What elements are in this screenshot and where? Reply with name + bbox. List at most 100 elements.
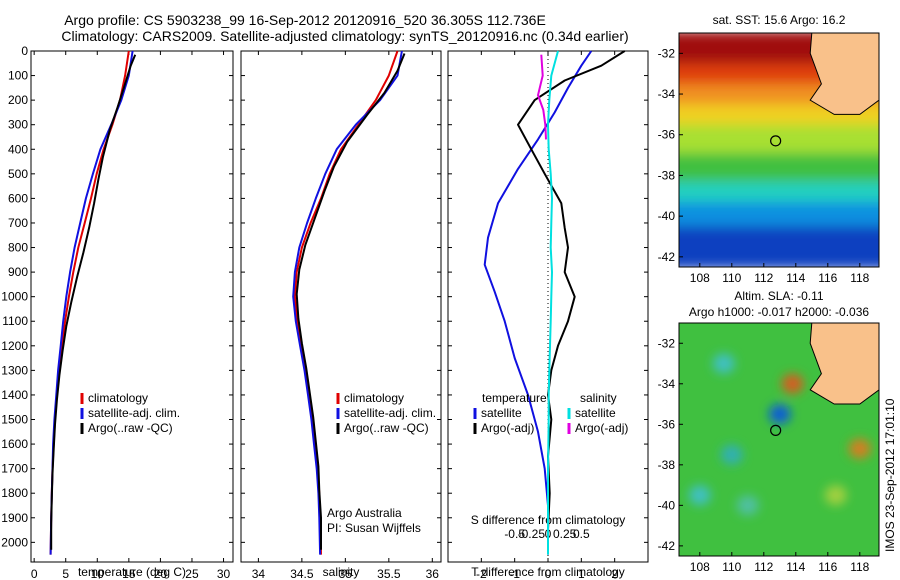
map-frame	[678, 322, 880, 557]
salinity-profile-panel: 34 34.5 35 35.5 36 salinity climatologysatelli…	[240, 50, 442, 580]
sst-band	[679, 226, 879, 267]
argo-position-marker	[770, 424, 782, 436]
legend-label: satellite-adj. clim.	[344, 406, 436, 420]
x-tick-label: 112	[754, 271, 773, 285]
legend-label: Argo(..raw -QC)	[88, 421, 173, 435]
legend-label: satellite-adj. clim.	[88, 406, 180, 420]
sla-anomaly	[768, 404, 791, 425]
y-tick-label: 200	[8, 93, 28, 107]
y-tick-label: -32	[658, 46, 676, 60]
legend-label: Argo(..raw -QC)	[344, 421, 429, 435]
x-tick-label: 34.5	[290, 567, 314, 580]
sla-anomaly	[824, 485, 847, 506]
s-tick-label: 0.5	[573, 527, 590, 541]
y-tick-label: 1700	[1, 462, 28, 476]
x-tick-label: 110	[722, 560, 741, 574]
y-tick-label: 1300	[1, 363, 28, 377]
x-tick-label: 114	[786, 560, 805, 574]
x-tick-label: 5	[62, 567, 69, 580]
y-tick-label: 2000	[1, 535, 28, 549]
map-subtitle: Argo h1000: -0.017 h2000: -0.036	[689, 305, 869, 319]
sst-band	[679, 153, 879, 186]
y-tick-label: -38	[658, 458, 676, 472]
s-tick-label: -0.5	[504, 527, 525, 541]
map-frame	[678, 32, 880, 268]
legend-label: climatology	[344, 391, 404, 405]
legend-heading: salinity	[580, 391, 617, 405]
y-tick-label: -34	[658, 87, 676, 101]
legend-label: Argo(-adj)	[575, 421, 628, 435]
y-tick-label: -32	[658, 336, 676, 350]
x-tick-label: 30	[217, 567, 231, 580]
y-tick-label: 0	[21, 44, 28, 58]
map-field	[679, 33, 879, 267]
y-tick-label: 1100	[2, 314, 28, 328]
x-tick-label: 36	[426, 567, 440, 580]
plot-frame	[240, 50, 442, 563]
annotation-line: PI: Susan Wijffels	[327, 521, 421, 535]
x-tick-label: 0	[31, 567, 38, 580]
y-tick-label: -38	[658, 168, 676, 182]
sla-map-panel: 108 110 112 114 116 118 -32 -34 -36 -38 -40 -42 Alti…	[658, 289, 880, 574]
x-tick-label: -2	[476, 567, 487, 580]
map-field	[679, 323, 879, 556]
y-tick-label: 1800	[1, 486, 28, 500]
y-tick-label: 100	[8, 69, 28, 83]
y-tick-label: 300	[8, 118, 28, 132]
x-tick-label: 118	[850, 271, 869, 285]
s-tick-label: -0.25	[518, 527, 546, 541]
y-tick-label: 700	[8, 216, 28, 230]
series-line	[537, 54, 547, 140]
x-tick-label: 110	[722, 271, 741, 285]
y-tick-label: 1400	[1, 388, 28, 402]
y-tick-label: 900	[8, 265, 28, 279]
y-tick-label: -42	[658, 539, 676, 553]
legend-heading: temperature	[482, 391, 547, 405]
y-tick-label: -34	[658, 377, 676, 391]
y-tick-label: 1200	[1, 339, 28, 353]
sla-anomaly	[736, 495, 759, 516]
sla-anomaly	[688, 485, 711, 506]
series-line	[483, 50, 593, 555]
x-tick-label: 116	[818, 560, 837, 574]
plot-frame	[30, 50, 234, 563]
x-tick-label: 1	[578, 567, 585, 580]
difference-profile-panel: -2 -1 0 1 2T difference from climatology -0.5…	[447, 50, 649, 580]
y-tick-label: 500	[8, 167, 28, 181]
series-line	[295, 53, 406, 550]
x-tick-label: 116	[818, 271, 837, 285]
y-tick-label: -36	[658, 417, 676, 431]
sst-band	[679, 181, 879, 206]
legend-label: Argo(-adj)	[481, 421, 534, 435]
argo-position-marker	[770, 135, 782, 147]
y-tick-label: -42	[658, 250, 676, 264]
land-mass	[809, 323, 879, 405]
x-tick-label: 112	[754, 560, 773, 574]
header-line-1: Argo profile: CS 5903238_99 16-Sep-2012 …	[64, 12, 546, 28]
sst-band	[679, 201, 879, 231]
y-tick-label: 1000	[1, 290, 28, 304]
x-tick-label: 35	[339, 567, 353, 580]
x-axis-label: salinity	[323, 565, 360, 579]
y-tick-label: -36	[658, 128, 676, 142]
sst-band	[679, 124, 879, 158]
sla-anomaly	[848, 438, 871, 459]
s-tick-label: 0.25	[553, 527, 577, 541]
sla-anomaly	[720, 444, 743, 465]
sla-field	[688, 353, 871, 516]
x-tick-label: 25	[185, 567, 199, 580]
sst-field	[679, 33, 879, 267]
y-tick-label: -40	[658, 209, 676, 223]
y-tick-label: 1500	[1, 413, 28, 427]
x-tick-label: -1	[509, 567, 520, 580]
x-tick-label: 108	[690, 560, 710, 574]
series-line	[50, 54, 137, 550]
x-axis-label: T difference from climatology	[471, 565, 625, 579]
x-tick-label: 15	[122, 567, 136, 580]
side-stamp: IMOS 23-Sep-2012 17:01:10	[883, 398, 897, 552]
series-line	[292, 50, 403, 555]
map-title: sat. SST: 15.6 Argo: 16.2	[713, 13, 846, 27]
series-line	[547, 50, 559, 555]
x-tick-label: 34	[252, 567, 266, 580]
